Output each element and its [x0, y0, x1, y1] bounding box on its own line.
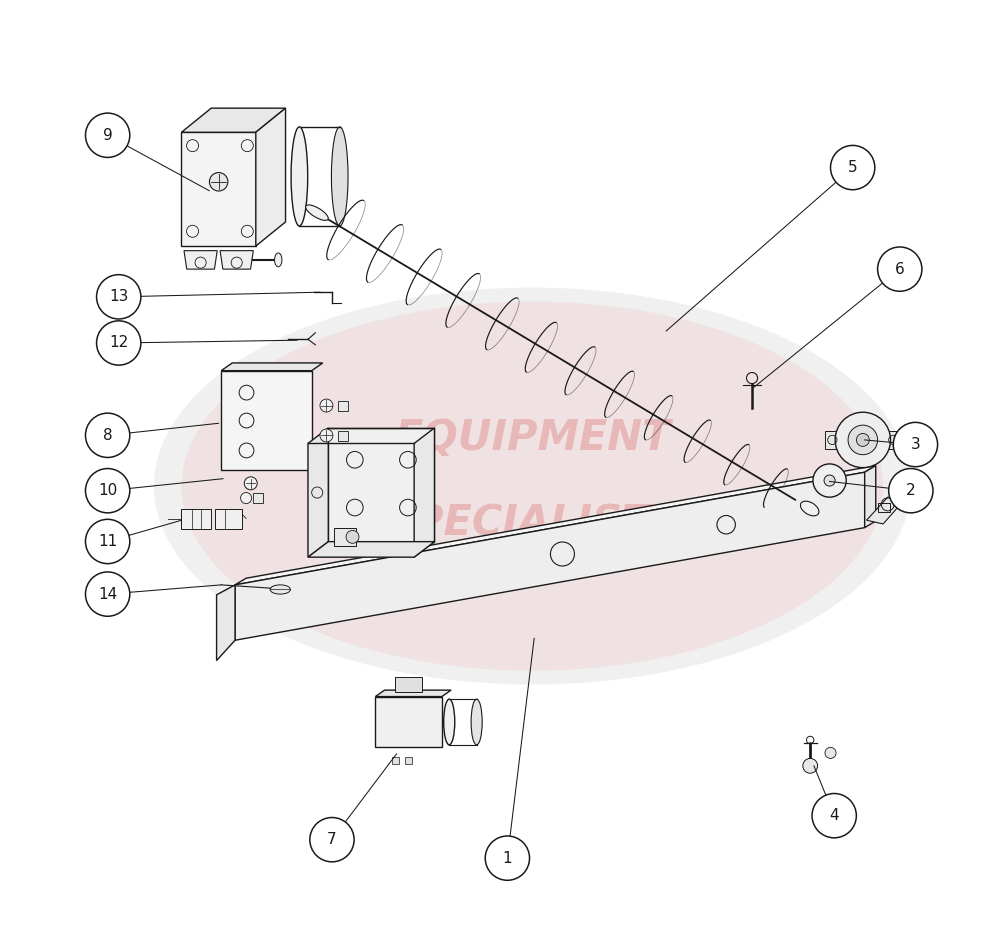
FancyBboxPatch shape: [338, 431, 348, 441]
Circle shape: [878, 247, 922, 292]
Text: 1: 1: [503, 851, 512, 866]
Polygon shape: [328, 428, 434, 542]
Polygon shape: [221, 370, 312, 470]
Text: 13: 13: [109, 289, 128, 305]
Ellipse shape: [181, 302, 883, 670]
Ellipse shape: [471, 699, 482, 745]
Text: 4: 4: [829, 808, 839, 823]
Ellipse shape: [331, 127, 348, 226]
FancyBboxPatch shape: [334, 528, 356, 546]
Polygon shape: [221, 363, 323, 370]
FancyBboxPatch shape: [886, 431, 901, 449]
Circle shape: [310, 818, 354, 862]
Polygon shape: [184, 251, 217, 269]
Circle shape: [813, 464, 846, 497]
Text: 5: 5: [848, 160, 857, 175]
Ellipse shape: [291, 127, 308, 226]
Ellipse shape: [306, 205, 328, 220]
Circle shape: [85, 413, 130, 457]
Polygon shape: [235, 472, 865, 640]
Circle shape: [485, 836, 530, 881]
Text: 2: 2: [906, 483, 916, 498]
Polygon shape: [414, 428, 434, 557]
Polygon shape: [235, 466, 876, 585]
Circle shape: [825, 747, 836, 758]
FancyBboxPatch shape: [405, 757, 412, 764]
Polygon shape: [865, 466, 876, 528]
Text: 9: 9: [103, 128, 113, 143]
Text: SPECIALISTS: SPECIALISTS: [384, 502, 681, 544]
Text: 10: 10: [98, 483, 117, 498]
Text: 8: 8: [103, 428, 112, 443]
Circle shape: [85, 519, 130, 564]
Polygon shape: [308, 428, 328, 557]
FancyBboxPatch shape: [181, 509, 211, 530]
Polygon shape: [375, 690, 451, 696]
Polygon shape: [181, 132, 256, 246]
FancyBboxPatch shape: [395, 677, 422, 692]
Ellipse shape: [275, 253, 282, 267]
Text: 6: 6: [895, 262, 905, 277]
FancyBboxPatch shape: [825, 431, 840, 449]
Circle shape: [893, 422, 938, 467]
Circle shape: [812, 794, 856, 838]
Circle shape: [209, 172, 228, 191]
Circle shape: [97, 320, 141, 365]
Polygon shape: [217, 585, 235, 660]
Circle shape: [856, 433, 869, 446]
Polygon shape: [308, 542, 434, 557]
Ellipse shape: [270, 585, 290, 594]
Circle shape: [85, 572, 130, 617]
Circle shape: [831, 145, 875, 190]
Circle shape: [97, 275, 141, 319]
Ellipse shape: [800, 501, 819, 516]
Circle shape: [835, 412, 891, 468]
Circle shape: [320, 429, 333, 442]
Circle shape: [848, 425, 878, 455]
Text: 14: 14: [98, 586, 117, 602]
Polygon shape: [256, 108, 286, 246]
Circle shape: [320, 399, 333, 412]
Ellipse shape: [444, 699, 455, 745]
Polygon shape: [375, 696, 442, 747]
FancyBboxPatch shape: [253, 494, 263, 503]
FancyBboxPatch shape: [338, 401, 348, 411]
Text: 11: 11: [98, 534, 117, 549]
Polygon shape: [181, 108, 286, 132]
Text: 3: 3: [911, 437, 920, 452]
Circle shape: [824, 475, 835, 486]
Circle shape: [346, 531, 359, 544]
Text: 12: 12: [109, 335, 128, 350]
Text: 7: 7: [327, 832, 337, 847]
Circle shape: [803, 758, 818, 773]
Ellipse shape: [154, 288, 911, 684]
Circle shape: [889, 469, 933, 513]
Circle shape: [85, 469, 130, 513]
Polygon shape: [867, 497, 897, 524]
Polygon shape: [220, 251, 253, 269]
FancyBboxPatch shape: [215, 509, 242, 530]
Circle shape: [244, 477, 257, 490]
Circle shape: [241, 493, 252, 504]
Text: EQUIPMENT: EQUIPMENT: [394, 417, 671, 459]
Circle shape: [85, 113, 130, 157]
FancyBboxPatch shape: [392, 757, 399, 764]
